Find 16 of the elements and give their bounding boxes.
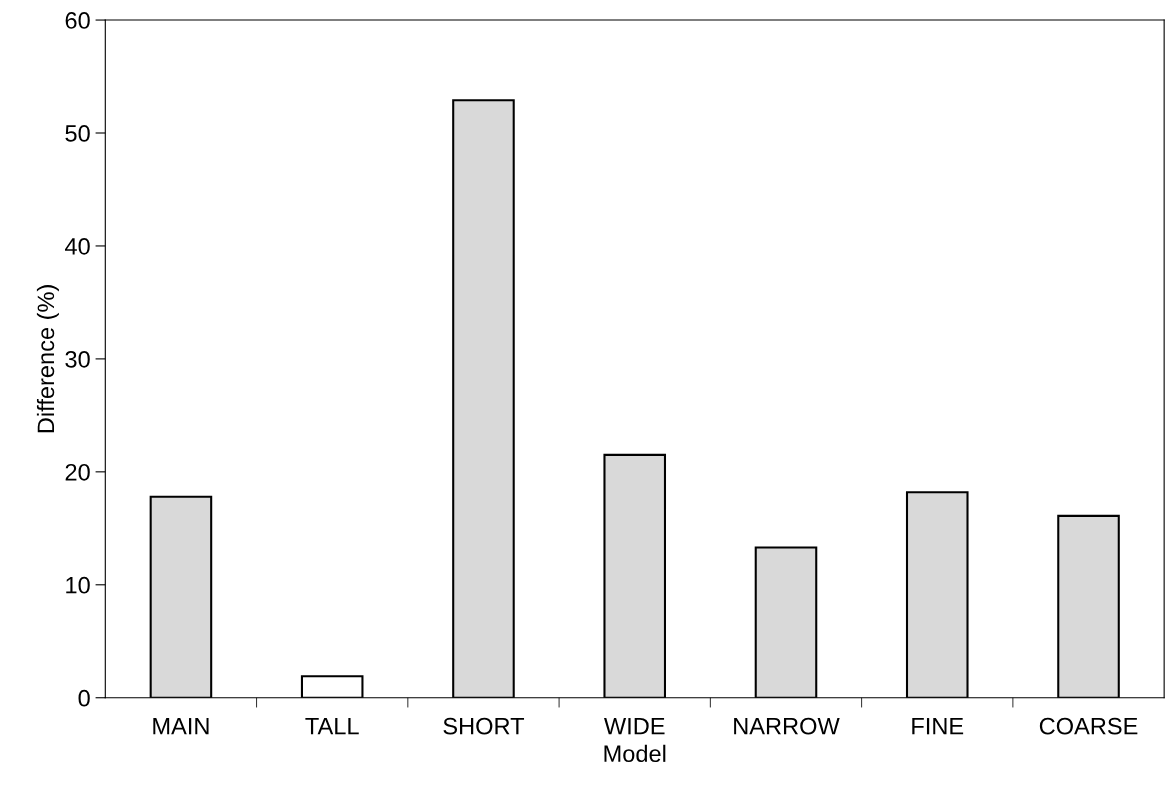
x-tick-label: WIDE bbox=[604, 718, 665, 735]
y-tick-label: 30 bbox=[65, 350, 90, 368]
y-axis-title: Difference (%) bbox=[36, 285, 59, 433]
y-tick-label: 20 bbox=[65, 463, 90, 481]
x-axis-title: Model bbox=[604, 744, 666, 763]
y-tick-label: 10 bbox=[66, 576, 90, 594]
y-tick-label: 50 bbox=[65, 125, 90, 142]
x-tick-label: MAIN bbox=[153, 718, 209, 735]
x-tick-label: TALL bbox=[305, 718, 359, 735]
x-tick-label: NARROW bbox=[734, 717, 840, 735]
y-tick-label: 40 bbox=[65, 238, 90, 255]
y-tick-label: 60 bbox=[65, 12, 90, 29]
x-tick-label: COARSE bbox=[1039, 717, 1138, 735]
x-tick-label: FINE bbox=[912, 718, 964, 735]
y-tick-label: 0 bbox=[78, 689, 90, 707]
x-tick-label: SHORT bbox=[443, 717, 525, 735]
